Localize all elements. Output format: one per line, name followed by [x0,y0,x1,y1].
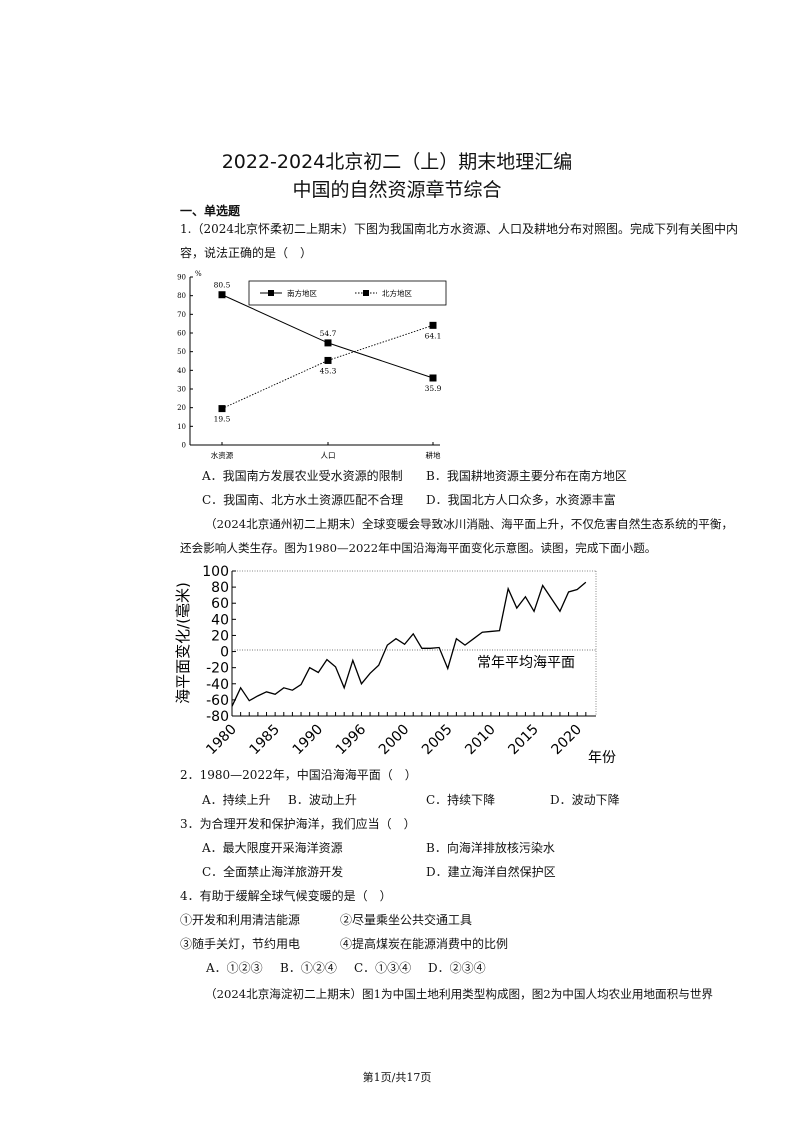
y-tick-label: 10 [177,423,186,431]
q1-option-c: C．我国南、北方水土资源匹配不合理 [202,493,404,507]
y-tick-label: 30 [177,386,186,394]
q4-item-4: ④提高煤炭在能源消费中的比例 [340,937,509,951]
y-tick-label: 60 [177,330,186,338]
data-point [324,356,332,364]
x-tick-label: 1996 [333,721,370,758]
y-tick-label: 0 [220,645,229,661]
y-tick-label: 80 [211,580,229,596]
data-label: 45.3 [320,366,337,375]
q2-stem: 2．1980—2022年，中国沿海海平面（ ） [180,768,417,782]
q3-option-d: D．建立海洋自然保护区 [426,865,556,879]
x-tick-label: 2005 [419,722,456,759]
q3-option-b: B．向海洋排放核污染水 [426,841,555,855]
q4-option-d: D．②③④ [428,961,486,975]
data-label: 54.7 [320,329,337,338]
q4-item-1: ①开发和利用清洁能源 [180,913,301,927]
q4-item-3: ③随手关灯，节约用电 [180,937,301,951]
q4-stem: 4．有助于缓解全球气候变暖的是（ ） [180,889,392,903]
data-point [429,374,437,382]
passage3: （2024北京海淀初二上期末）图1为中国土地利用类型构成图，图2为中国人均农业用… [205,987,714,1001]
data-label: 19.5 [214,415,231,424]
legend-label: 南方地区 [287,288,317,298]
q2-option-b: B．波动上升 [288,793,357,807]
y-tick-label: 40 [177,367,186,375]
data-label: 80.5 [214,281,231,290]
y-axis-label: 海平面变化/(毫米) [174,582,192,704]
y-tick-label: -80 [206,709,229,725]
x-tick-label: 1980 [203,722,240,759]
y-tick-label: -60 [206,693,229,709]
data-point [324,339,332,347]
page-footer: 第1页/共17页 [362,1071,432,1084]
q1-option-d: D．我国北方人口众多，水资源丰富 [426,493,616,507]
x-axis-label: 年份 [588,750,616,766]
x-tick-label: 水资源 [211,450,234,460]
y-tick-label: 20 [177,404,186,412]
series-line-north [221,324,434,410]
q3-option-a: A．最大限度开采海洋资源 [202,841,343,855]
passage2-line1: （2024北京通州初二上期末）全球变暖会导致冰川消融、海平面上升，不仅危害自然生… [205,517,734,531]
q1-option-b: B．我国耕地资源主要分布在南方地区 [426,469,627,483]
reference-line-label: 常年平均海平面 [477,655,575,671]
q4-option-a: A．①②③ [206,961,263,975]
x-tick-label: 1985 [246,722,283,759]
y-tick-label: 50 [177,348,186,356]
q2-option-a: A．持续上升 [202,793,271,807]
y-tick-label: 70 [177,311,186,319]
y-tick-label: 40 [211,612,229,628]
q2-option-c: C．持续下降 [426,793,496,807]
x-tick-label: 耕地 [426,450,441,460]
q1-option-a: A．我国南方发展农业受水资源的限制 [202,469,403,483]
q4-option-c: C．①③④ [354,961,412,975]
legend-marker [268,290,274,296]
y-tick-label: 100 [202,564,229,580]
document-subtitle: 中国的自然资源章节综合 [292,179,502,201]
x-tick-label: 2010 [462,722,499,759]
q1-stem: 1.（2024北京怀柔初二上期末）下图为我国南北方水资源、人口及耕地分布对照图。… [180,222,738,236]
data-point [218,291,226,299]
y-tick-label: 0 [182,442,186,450]
y-tick-label: 20 [211,628,229,644]
document-title: 2022-2024北京初二（上）期末地理汇编 [221,151,573,173]
section-heading: 一、单选题 [180,204,241,218]
x-tick-label: 2000 [376,722,413,759]
passage2-line2: 还会影响人类生存。图为1980—2022年中国沿海海平面变化示意图。读图，完成下… [180,541,657,555]
x-tick-label: 1990 [290,722,327,759]
y-tick-label: 90 [177,274,186,282]
y-tick-label: -20 [206,661,229,677]
y-tick-label: 60 [211,596,229,612]
data-label: 35.9 [425,384,442,393]
y-tick-label: 80 [177,292,186,300]
x-tick-label: 2020 [549,722,586,759]
q4-item-2: ②尽量乘坐公共交通工具 [340,913,473,927]
data-point [218,405,226,413]
x-tick-label: 2015 [505,722,542,759]
q4-option-b: B．①②④ [280,961,337,975]
q3-option-c: C．全面禁止海洋旅游开发 [202,865,344,879]
y-axis-unit: % [195,270,202,278]
x-tick-label: 人口 [321,451,336,460]
sea-level-line [231,581,587,707]
q1-stem-cont: 容，说法正确的是（ ） [180,246,313,260]
y-tick-label: -40 [206,677,229,693]
data-point [429,321,437,329]
q2-option-d: D．波动下降 [550,793,620,807]
legend-marker [363,290,369,296]
q3-stem: 3．为合理开发和保护海洋，我们应当（ ） [180,817,416,831]
legend-label: 北方地区 [382,288,412,298]
data-label: 64.1 [425,331,442,340]
